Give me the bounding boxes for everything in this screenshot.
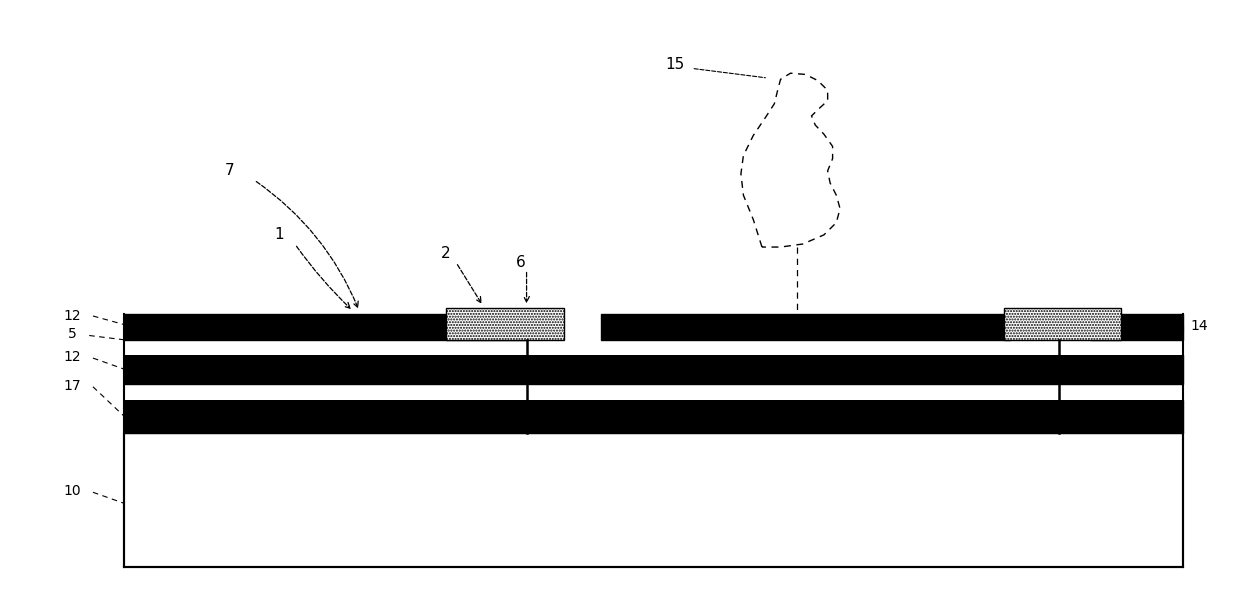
Text: 17: 17 (63, 379, 81, 392)
Bar (601, 314, 1010, 340)
Bar (124, 340, 1183, 355)
Bar (1090, 314, 1183, 340)
Bar (124, 433, 1183, 567)
Text: 14: 14 (1191, 320, 1208, 333)
Bar (446, 308, 564, 340)
Text: 6: 6 (515, 255, 525, 270)
Bar (124, 314, 527, 340)
Text: 15: 15 (665, 57, 685, 71)
Bar (1004, 308, 1121, 340)
Bar (124, 384, 1183, 400)
Text: 10: 10 (63, 484, 81, 498)
Bar (124, 355, 1183, 384)
Bar (124, 400, 1183, 433)
Text: 7: 7 (224, 163, 234, 178)
Text: 12: 12 (63, 309, 81, 323)
Text: 1: 1 (274, 228, 284, 242)
Text: 5: 5 (67, 328, 77, 341)
Text: 2: 2 (441, 246, 451, 260)
Text: 12: 12 (63, 350, 81, 364)
